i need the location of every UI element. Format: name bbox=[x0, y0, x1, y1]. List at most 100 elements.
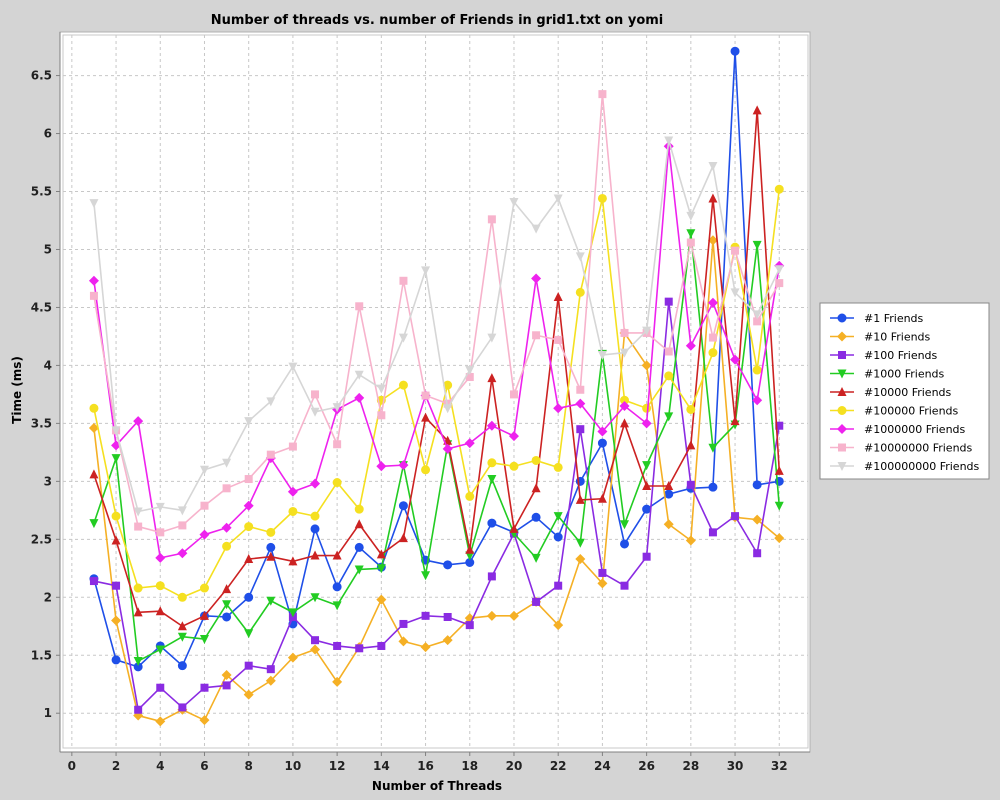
data-point bbox=[354, 542, 364, 552]
data-point bbox=[398, 533, 408, 543]
data-point bbox=[266, 542, 276, 552]
legend-marker bbox=[838, 351, 846, 359]
data-point bbox=[244, 629, 254, 639]
data-point bbox=[354, 565, 364, 575]
data-point bbox=[243, 689, 254, 700]
legend: #1 Friends #10 Friends #100 Friends #1000 F… bbox=[819, 302, 990, 480]
x-tick-label: 14 bbox=[373, 759, 390, 773]
y-tick-label: 1 bbox=[44, 706, 52, 720]
legend-marker bbox=[837, 313, 847, 323]
data-point bbox=[288, 362, 298, 372]
data-point bbox=[731, 512, 740, 521]
data-point bbox=[553, 532, 563, 542]
data-point bbox=[332, 582, 342, 592]
data-point bbox=[597, 493, 607, 503]
data-point bbox=[177, 632, 187, 642]
legend-marker bbox=[837, 424, 847, 434]
data-point bbox=[354, 519, 364, 529]
data-point bbox=[487, 572, 496, 581]
y-tick-label: 4.5 bbox=[31, 300, 52, 314]
data-point bbox=[89, 403, 99, 413]
data-point bbox=[310, 524, 320, 534]
data-point bbox=[686, 404, 696, 414]
data-point bbox=[133, 607, 143, 617]
data-point bbox=[598, 568, 607, 577]
data-point bbox=[531, 512, 541, 522]
data-point bbox=[222, 600, 232, 610]
data-point bbox=[244, 475, 253, 484]
legend-marker bbox=[837, 387, 847, 396]
data-point bbox=[597, 578, 608, 589]
data-point bbox=[155, 606, 165, 616]
data-point bbox=[465, 366, 475, 376]
data-point bbox=[465, 491, 475, 501]
legend-box bbox=[819, 302, 990, 480]
data-point bbox=[421, 412, 431, 422]
data-point bbox=[398, 460, 409, 471]
data-point bbox=[355, 302, 364, 311]
series-3 bbox=[89, 297, 784, 714]
x-tick-label: 8 bbox=[245, 759, 253, 773]
data-point bbox=[553, 462, 563, 472]
data-point bbox=[377, 641, 386, 650]
data-point bbox=[686, 238, 695, 247]
data-point bbox=[487, 475, 497, 485]
data-point bbox=[664, 347, 673, 356]
data-point bbox=[465, 373, 474, 382]
x-tick-label: 10 bbox=[285, 759, 302, 773]
data-point bbox=[509, 461, 519, 471]
data-point bbox=[288, 506, 298, 516]
data-point bbox=[686, 480, 695, 489]
legend-label: #10000000 Friends bbox=[864, 442, 973, 455]
data-point bbox=[266, 665, 275, 674]
data-point bbox=[421, 266, 431, 276]
legend-item: #100000 Friends bbox=[830, 405, 959, 418]
data-point bbox=[730, 354, 741, 365]
y-tick-label: 5.5 bbox=[31, 185, 52, 199]
y-tick-label: 3 bbox=[44, 474, 52, 488]
data-point bbox=[553, 194, 563, 204]
data-point bbox=[222, 541, 232, 551]
data-point bbox=[774, 184, 784, 194]
data-point bbox=[442, 635, 453, 646]
data-point bbox=[753, 317, 762, 326]
series-line bbox=[93, 232, 781, 662]
legend-label: #100000000 Friends bbox=[864, 460, 980, 473]
data-point bbox=[288, 608, 298, 618]
data-point bbox=[199, 635, 209, 645]
data-point bbox=[376, 384, 386, 394]
data-point bbox=[575, 398, 586, 409]
series-line bbox=[93, 239, 780, 723]
legend-marker bbox=[837, 406, 847, 415]
data-point bbox=[532, 331, 541, 340]
data-point bbox=[774, 501, 784, 511]
data-point bbox=[531, 483, 541, 493]
data-point bbox=[620, 520, 630, 530]
x-tick-label: 20 bbox=[506, 759, 523, 773]
data-point bbox=[222, 458, 232, 468]
data-point bbox=[376, 461, 387, 472]
data-point bbox=[708, 348, 718, 358]
x-tick-label: 6 bbox=[200, 759, 208, 773]
data-point bbox=[178, 521, 187, 530]
data-point bbox=[399, 276, 408, 285]
data-point bbox=[464, 438, 475, 449]
data-point bbox=[708, 482, 718, 492]
legend-item: #100 Friends bbox=[830, 349, 938, 362]
series-8 bbox=[89, 90, 784, 537]
data-point bbox=[199, 610, 209, 620]
x-tick-label: 16 bbox=[417, 759, 434, 773]
data-point bbox=[575, 538, 585, 548]
data-point bbox=[486, 420, 497, 431]
data-point bbox=[222, 484, 231, 493]
legend-marker bbox=[837, 369, 847, 379]
data-point bbox=[508, 610, 519, 621]
x-tick-label: 26 bbox=[638, 759, 655, 773]
data-point bbox=[111, 511, 121, 521]
data-point bbox=[443, 404, 453, 414]
data-point bbox=[775, 421, 784, 430]
data-point bbox=[598, 90, 607, 99]
legend-item: #1000000 Friends bbox=[830, 423, 966, 436]
data-point bbox=[178, 703, 187, 712]
data-point bbox=[686, 229, 696, 239]
